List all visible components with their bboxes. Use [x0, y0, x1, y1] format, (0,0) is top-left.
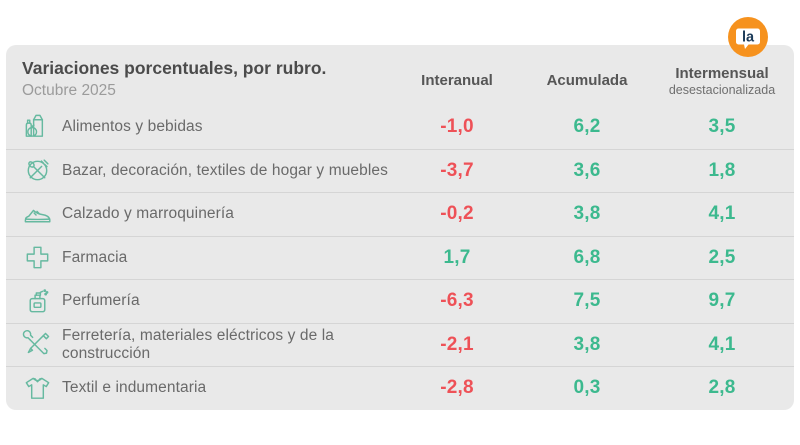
- row-label: Calzado y marroquinería: [62, 205, 235, 223]
- value-acumulada: 6,2: [573, 115, 601, 137]
- value-intermensual: 1,8: [708, 159, 736, 181]
- table-header: Variaciones porcentuales, por rubro. Oct…: [6, 45, 794, 101]
- value-acumulada: 0,3: [573, 377, 601, 399]
- value-interanual: -2,1: [440, 333, 474, 355]
- value-interanual: -1,0: [440, 115, 474, 137]
- value-intermensual: 4,1: [708, 333, 736, 355]
- table-row-perfumeria: Perfumería -6,3 7,5 9,7: [6, 279, 794, 323]
- column-header-intermensual-label: Intermensual: [675, 65, 769, 82]
- row-label: Textil e indumentaria: [62, 379, 207, 397]
- value-intermensual: 2,8: [708, 377, 736, 399]
- row-label: Ferretería, materiales eléctricos y de l…: [62, 326, 335, 362]
- row-label: Alimentos y bebidas: [62, 117, 203, 135]
- title-block: Variaciones porcentuales, por rubro. Oct…: [22, 58, 390, 101]
- groceries-icon: [22, 111, 62, 142]
- column-header-acumulada: Acumulada: [546, 72, 628, 89]
- value-interanual: 1,7: [443, 246, 471, 268]
- page-title: Variaciones porcentuales, por rubro.: [22, 58, 327, 78]
- value-acumulada: 7,5: [573, 290, 601, 312]
- row-label: Perfumería: [62, 292, 140, 310]
- value-interanual: -3,7: [440, 159, 474, 181]
- tableware-icon: [22, 155, 62, 186]
- logo-speech-bubble: [736, 28, 760, 49]
- value-intermensual: 9,7: [708, 290, 736, 312]
- value-interanual: -6,3: [440, 290, 474, 312]
- column-header-intermensual-sublabel: desestacionalizada: [668, 83, 776, 97]
- table-row-ferreteria: Ferretería, materiales eléctricos y de l…: [6, 322, 794, 367]
- perfume-icon: [22, 286, 62, 317]
- table-row-bazar: Bazar, decoración, textiles de hogar y m…: [6, 148, 794, 193]
- row-label: Bazar, decoración, textiles de hogar y m…: [62, 161, 388, 179]
- value-intermensual: 4,1: [708, 203, 736, 225]
- tools-icon: [22, 329, 62, 360]
- value-interanual: -2,8: [440, 377, 474, 399]
- value-acumulada: 3,6: [573, 159, 601, 181]
- tshirt-icon: [22, 373, 62, 404]
- row-label: Farmacia: [62, 248, 128, 266]
- value-acumulada: 3,8: [573, 203, 601, 225]
- value-intermensual: 2,5: [708, 246, 736, 268]
- column-header-interanual: Interanual: [421, 72, 493, 89]
- value-intermensual: 3,5: [708, 115, 736, 137]
- page-subtitle: Octubre 2025: [22, 81, 116, 99]
- pharmacy-cross-icon: [22, 242, 62, 273]
- data-card: Variaciones porcentuales, por rubro. Oct…: [6, 45, 794, 410]
- logo-text: la: [742, 30, 755, 46]
- table-row-calzado: Calzado y marroquinería -0,2 3,8 4,1: [6, 192, 794, 236]
- table-row-alimentos: Alimentos y bebidas -1,0 6,2 3,5: [6, 105, 794, 149]
- value-acumulada: 6,8: [573, 246, 601, 268]
- table-body: Alimentos y bebidas -1,0 6,2 3,5 Bazar, …: [6, 105, 794, 410]
- value-interanual: -0,2: [440, 203, 474, 225]
- brand-logo: la: [728, 17, 768, 57]
- shoe-icon: [22, 199, 62, 230]
- value-acumulada: 3,8: [573, 333, 601, 355]
- column-header-intermensual: Intermensual desestacionalizada: [650, 58, 794, 97]
- table-row-textil: Textil e indumentaria -2,8 0,3 2,8: [6, 366, 794, 410]
- table-row-farmacia: Farmacia 1,7 6,8 2,5: [6, 235, 794, 280]
